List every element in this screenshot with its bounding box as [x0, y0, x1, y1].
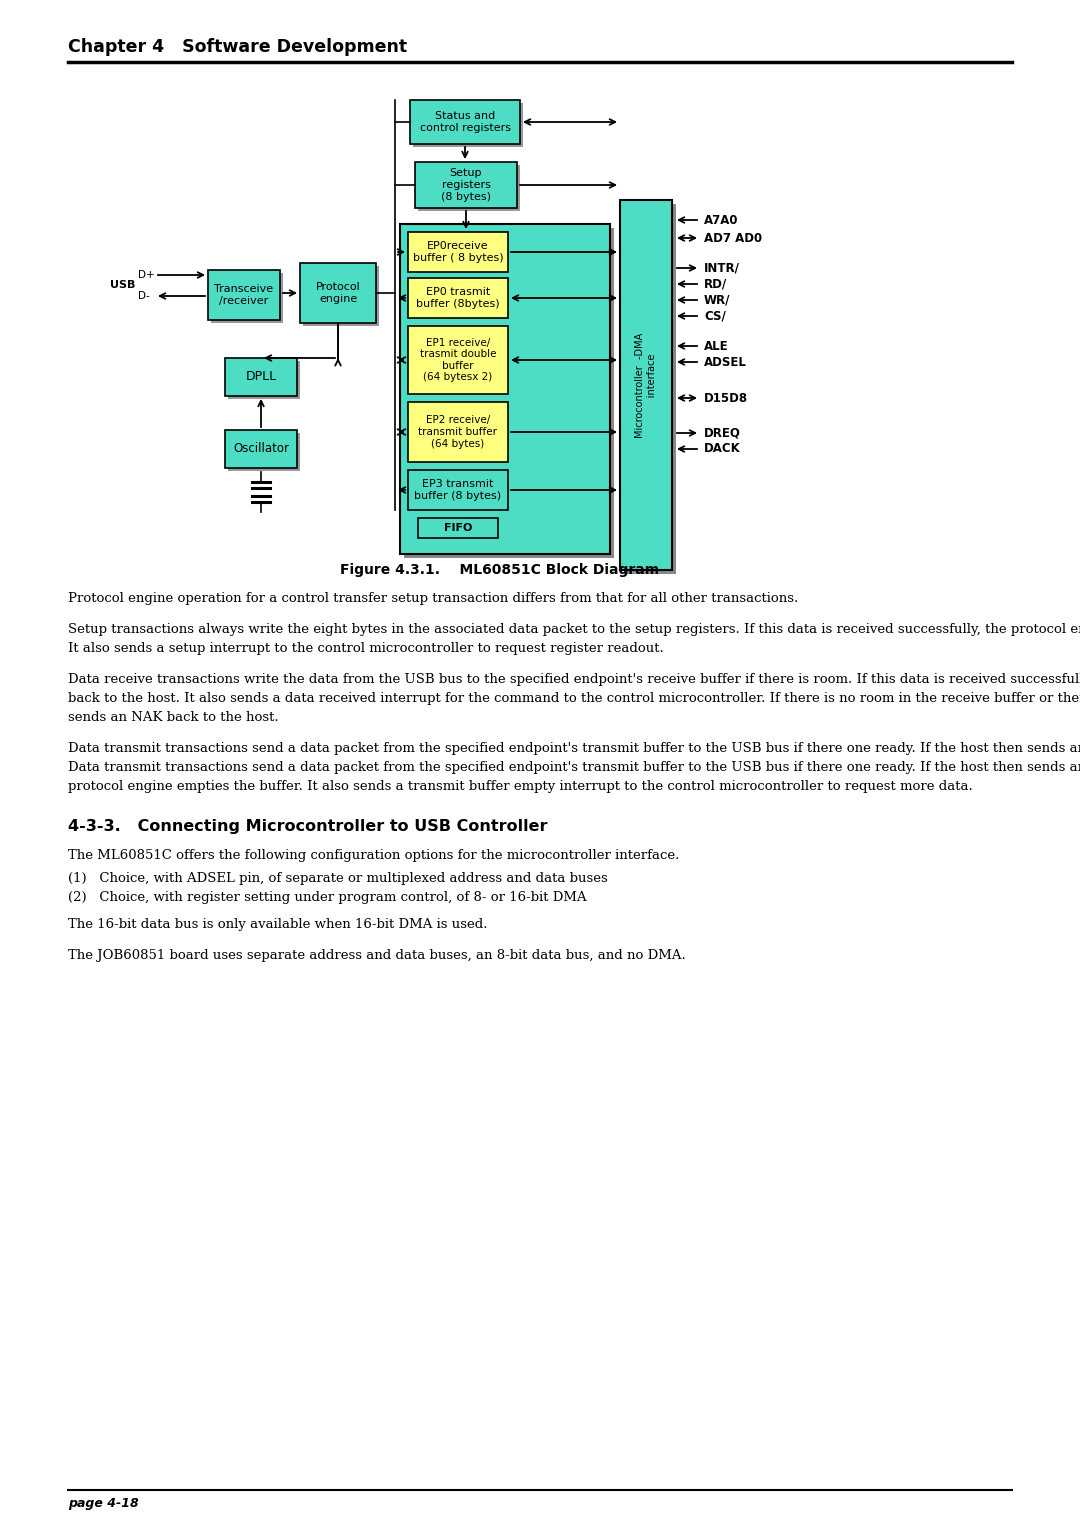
- Bar: [228, 432, 300, 471]
- Text: DACK: DACK: [704, 443, 741, 455]
- Text: sends an NAK back to the host.: sends an NAK back to the host.: [68, 711, 279, 724]
- Text: Status and
control registers: Status and control registers: [419, 112, 511, 133]
- Text: protocol engine empties the buffer. It also sends a transmit buffer empty interr: protocol engine empties the buffer. It a…: [68, 779, 973, 793]
- Text: Data transmit transactions send a data packet from the specified endpoint's tran: Data transmit transactions send a data p…: [68, 743, 1080, 755]
- Text: D15D8: D15D8: [704, 391, 748, 405]
- Text: The JOB60851 board uses separate address and data buses, an 8-bit data bus, and : The JOB60851 board uses separate address…: [68, 949, 686, 963]
- Text: D-: D-: [138, 290, 150, 301]
- Bar: [225, 429, 297, 468]
- Text: WR/: WR/: [704, 293, 730, 307]
- Bar: [408, 232, 508, 272]
- Bar: [408, 471, 508, 510]
- Text: Protocol
engine: Protocol engine: [315, 283, 361, 304]
- Text: ALE: ALE: [704, 339, 729, 353]
- Text: CS/: CS/: [704, 310, 726, 322]
- Bar: [415, 162, 517, 208]
- Text: Data transmit transactions send a data packet from the specified endpoint's tran: Data transmit transactions send a data p…: [68, 761, 1080, 775]
- Text: USB: USB: [110, 280, 135, 290]
- Text: back to the host. It also sends a data received interrupt for the command to the: back to the host. It also sends a data r…: [68, 692, 1080, 704]
- Bar: [408, 278, 508, 318]
- Text: Setup
registers
(8 bytes): Setup registers (8 bytes): [441, 168, 491, 202]
- Text: D+: D+: [138, 270, 154, 280]
- Bar: [404, 228, 615, 558]
- Text: page 4-18: page 4-18: [68, 1496, 138, 1510]
- Text: A7A0: A7A0: [704, 214, 739, 226]
- Text: The ML60851C offers the following configuration options for the microcontroller : The ML60851C offers the following config…: [68, 850, 679, 862]
- Text: RD/: RD/: [704, 278, 727, 290]
- Bar: [400, 225, 610, 555]
- Text: The 16-bit data bus is only available when 16-bit DMA is used.: The 16-bit data bus is only available wh…: [68, 918, 487, 931]
- Text: INTR/: INTR/: [704, 261, 740, 275]
- Bar: [228, 361, 300, 399]
- Text: Chapter 4   Software Development: Chapter 4 Software Development: [68, 38, 407, 57]
- Text: Setup transactions always write the eight bytes in the associated data packet to: Setup transactions always write the eigh…: [68, 623, 1080, 636]
- Bar: [418, 518, 498, 538]
- Bar: [624, 205, 676, 575]
- Text: ADSEL: ADSEL: [704, 356, 747, 368]
- Text: EP0receive
buffer ( 8 bytes): EP0receive buffer ( 8 bytes): [413, 241, 503, 263]
- Bar: [408, 325, 508, 394]
- Bar: [410, 99, 519, 144]
- Text: DREQ: DREQ: [704, 426, 741, 440]
- Bar: [300, 263, 376, 322]
- Text: Protocol engine operation for a control transfer setup transaction differs from : Protocol engine operation for a control …: [68, 591, 798, 605]
- Text: Figure 4.3.1.    ML60851C Block Diagram: Figure 4.3.1. ML60851C Block Diagram: [340, 562, 660, 578]
- Bar: [208, 270, 280, 319]
- Text: FIFO: FIFO: [444, 523, 472, 533]
- Bar: [303, 266, 379, 325]
- Bar: [413, 102, 523, 147]
- Text: It also sends a setup interrupt to the control microcontroller to request regist: It also sends a setup interrupt to the c…: [68, 642, 664, 656]
- Text: Oscillator: Oscillator: [233, 443, 289, 455]
- Text: Data receive transactions write the data from the USB bus to the specified endpo: Data receive transactions write the data…: [68, 672, 1080, 686]
- Text: (1)   Choice, with ADSEL pin, of separate or multiplexed address and data buses: (1) Choice, with ADSEL pin, of separate …: [68, 872, 608, 885]
- Text: EP2 receive/
transmit buffer
(64 bytes): EP2 receive/ transmit buffer (64 bytes): [419, 416, 498, 449]
- Text: AD7 AD0: AD7 AD0: [704, 232, 762, 244]
- Text: EP1 receive/
trasmit double
buffer
(64 bytesx 2): EP1 receive/ trasmit double buffer (64 b…: [420, 338, 496, 382]
- Bar: [211, 274, 283, 322]
- Bar: [225, 358, 297, 396]
- Text: EP0 trasmit
buffer (8bytes): EP0 trasmit buffer (8bytes): [416, 287, 500, 309]
- Text: DPLL: DPLL: [245, 370, 276, 384]
- Bar: [418, 165, 519, 211]
- Text: Microcontroller  -DMA
      interface: Microcontroller -DMA interface: [635, 333, 657, 437]
- Bar: [408, 402, 508, 461]
- Bar: [620, 200, 672, 570]
- Text: Transceive
/receiver: Transceive /receiver: [215, 284, 273, 306]
- Text: EP3 transmit
buffer (8 bytes): EP3 transmit buffer (8 bytes): [415, 480, 501, 501]
- Text: (2)   Choice, with register setting under program control, of 8- or 16-bit DMA: (2) Choice, with register setting under …: [68, 891, 586, 905]
- Text: 4-3-3.   Connecting Microcontroller to USB Controller: 4-3-3. Connecting Microcontroller to USB…: [68, 819, 548, 834]
